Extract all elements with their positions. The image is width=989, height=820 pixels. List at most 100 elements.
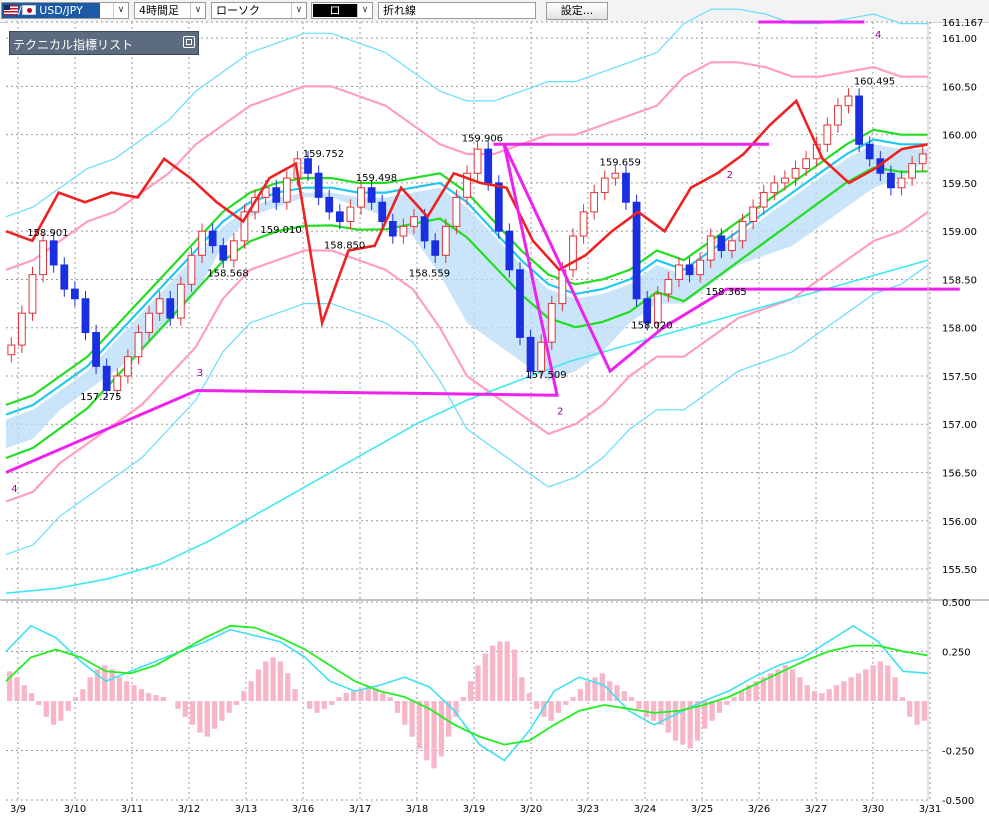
bollinger-upper-1sigma (5, 61, 928, 271)
currency-pair-select[interactable]: / USD/JPY ∨ (1, 2, 129, 19)
candle (325, 189, 334, 220)
macd-histogram-bar (350, 691, 357, 701)
candle-body (887, 172, 895, 189)
macd-tick-label: -0.250 (942, 747, 974, 758)
macd-histogram-bar (255, 669, 262, 701)
wave-count-label: 4 (11, 484, 17, 495)
macd-histogram-bar (409, 701, 415, 737)
macd-histogram-bar (204, 701, 210, 737)
macd-histogram-bar (665, 701, 671, 733)
macd-histogram-bar (292, 689, 298, 701)
macd-histogram-bar (446, 701, 452, 737)
price-tick-label: 156.00 (942, 517, 977, 528)
settings-button[interactable]: 設定... (546, 2, 608, 20)
macd-histogram-bar (468, 681, 474, 701)
macd-histogram-bar (94, 669, 101, 701)
date-tick-label: 3/25 (691, 804, 713, 815)
date-tick-label: 3/16 (292, 804, 314, 815)
date-tick-label: 3/9 (10, 804, 26, 815)
macd-histogram-bar (65, 701, 71, 711)
candle (441, 218, 450, 264)
candle (717, 228, 726, 259)
wave-line (5, 143, 960, 474)
candle-body (494, 182, 503, 232)
candle-body (791, 167, 800, 179)
candle (823, 117, 832, 153)
candle (18, 305, 26, 353)
candle-body (410, 216, 418, 227)
macd-histogram-bar (563, 701, 569, 705)
line-type-field[interactable]: 折れ線 (378, 2, 536, 19)
chevron-down-icon: ∨ (357, 3, 372, 18)
macd-histogram-bar (797, 677, 803, 701)
macd-histogram-bar (131, 685, 137, 701)
macd-tick-label: -0.500 (942, 796, 974, 807)
candle-body (325, 196, 334, 213)
macd-histogram-bar (248, 681, 254, 701)
macd-tick-label: 0.250 (942, 648, 971, 659)
candle (706, 228, 715, 268)
candle-body (240, 211, 249, 242)
candle-body (579, 211, 588, 237)
date-tick-label: 3/27 (805, 804, 827, 815)
candle (696, 252, 705, 283)
macd-histogram-bar (511, 649, 518, 701)
candle-body (918, 153, 927, 165)
macd-histogram-bar (328, 701, 335, 705)
price-tick-label: 161.167 (942, 18, 983, 29)
candle-body (537, 341, 546, 372)
macd-histogram-bar (211, 701, 218, 729)
long-moving-average (5, 259, 929, 594)
candle (505, 223, 514, 278)
candle-body (865, 143, 874, 160)
candle-body (81, 298, 90, 334)
price-tick-label: 158.50 (942, 275, 977, 286)
candle-body (7, 344, 16, 356)
wave-count-label: 4 (875, 30, 881, 41)
macd-histogram-bar (102, 665, 108, 701)
candle-body (632, 201, 641, 300)
candle (844, 88, 853, 114)
candle (611, 165, 620, 186)
macd-histogram-bar (160, 697, 166, 701)
macd-histogram-bar (650, 701, 657, 721)
macd-histogram-bar (526, 693, 532, 701)
candle-body (304, 158, 312, 174)
candle-body (314, 172, 323, 198)
timeframe-select[interactable]: 4時間足 ∨ (134, 2, 206, 19)
macd-histogram-bar (855, 673, 862, 701)
macd-histogram-bar (197, 701, 203, 733)
macd-histogram-bar (533, 701, 540, 709)
macd-histogram-bar (50, 701, 57, 725)
macd-histogram-bar (585, 681, 591, 701)
price-annotation: 159.498 (356, 173, 397, 184)
ichimoku-cloud (6, 144, 928, 449)
price-tick-label: 156.50 (942, 469, 977, 480)
date-tick-label: 3/11 (121, 804, 143, 815)
macd-histogram-bar (28, 693, 35, 701)
macd-histogram-bar (219, 701, 225, 721)
macd-histogram-bar (753, 681, 759, 701)
candle-body (526, 336, 535, 372)
macd-histogram-bar (819, 693, 825, 701)
bollinger-upper-2sigma (5, 8, 928, 218)
panel-maximize-icon[interactable] (183, 36, 195, 48)
macd-histogram-bar (731, 697, 737, 701)
price-tick-label: 160.50 (942, 82, 977, 93)
macd-histogram-bar (241, 691, 247, 701)
candle-body (728, 240, 736, 251)
macd-plot-area (6, 602, 928, 800)
us-flag-icon (4, 5, 18, 15)
macd-histogram-bar (577, 689, 584, 701)
chart-type-select[interactable]: ローソク ∨ (211, 2, 307, 19)
candle (145, 305, 153, 341)
technical-indicator-list-panel[interactable]: テクニカル指標リスト (9, 31, 199, 55)
price-annotation: 159.010 (260, 225, 301, 236)
candle-body (346, 206, 355, 223)
candle (622, 165, 630, 210)
macd-histogram-bar (738, 691, 745, 701)
macd-histogram-bar (424, 701, 430, 761)
macd-histogram-bar (548, 701, 554, 721)
date-tick-label: 3/24 (634, 804, 656, 815)
chart-icon-select[interactable]: ロ ∨ (311, 2, 373, 19)
